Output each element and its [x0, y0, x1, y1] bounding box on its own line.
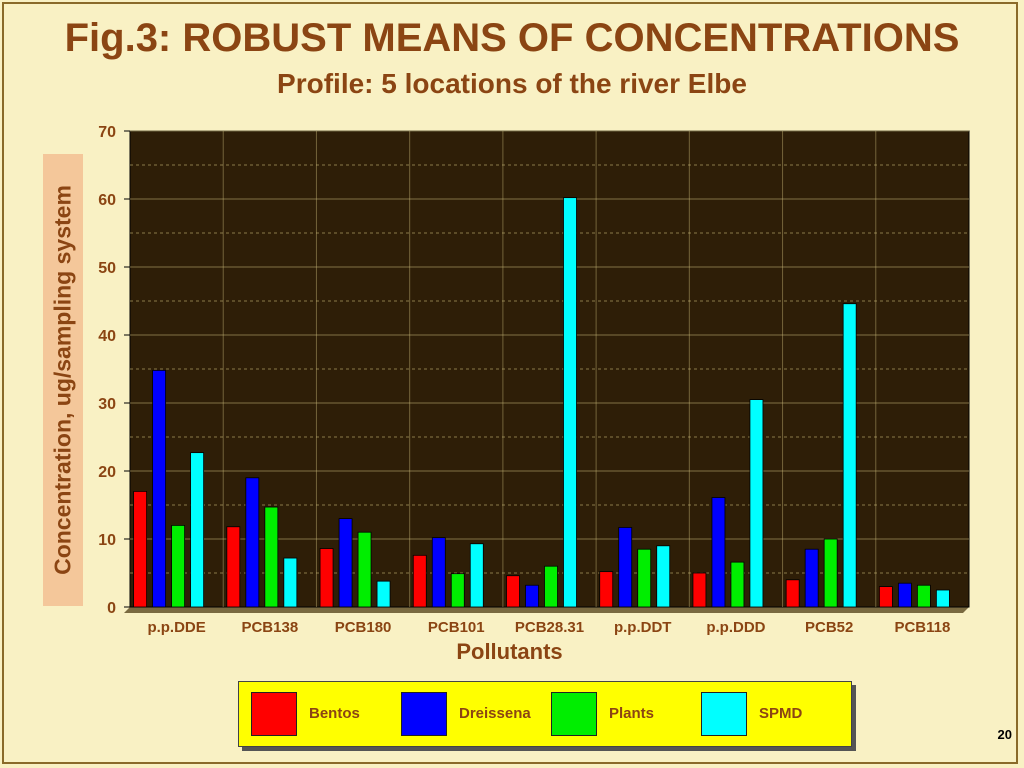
- bar-spmd-pcb101: [469, 543, 484, 608]
- y-tick-label: 30: [98, 396, 116, 413]
- bar-dreissena-pcb101: [431, 537, 446, 608]
- bar-bentos-p-p-dde: [133, 490, 148, 608]
- bar-spmd-pcb52: [842, 303, 857, 608]
- legend: Bentos Dreissena Plants SPMD: [238, 681, 852, 747]
- bar-plants-pcb138: [264, 506, 279, 608]
- y-tick-label: 10: [98, 532, 116, 549]
- y-axis-label-background: [43, 154, 83, 606]
- x-tick-label: PCB138: [241, 619, 298, 636]
- legend-label-dreissena: Dreissena: [459, 705, 531, 722]
- bar-spmd-pcb28-31: [563, 197, 577, 608]
- legend-swatch-plants: [551, 692, 597, 736]
- y-tick-label: 0: [107, 600, 116, 617]
- bar-spmd-p-p-ddt: [656, 545, 671, 608]
- y-tick-label: 70: [98, 124, 116, 141]
- legend-swatch-dreissena: [401, 692, 447, 736]
- x-tick-label: PCB180: [335, 619, 392, 636]
- bar-plants-p-p-ddt: [637, 548, 652, 608]
- x-tick-label: PCB101: [428, 619, 485, 636]
- bar-spmd-p-p-dde: [190, 452, 205, 608]
- bar-spmd-pcb118: [935, 589, 950, 608]
- y-tick-label: 20: [98, 464, 116, 481]
- bar-dreissena-p-p-ddd: [711, 497, 726, 608]
- bar-spmd-p-p-ddd: [749, 399, 764, 608]
- bar-dreissena-p-p-dde: [152, 369, 167, 608]
- y-tick-label: 60: [98, 192, 116, 209]
- bar-dreissena-pcb118: [897, 582, 912, 608]
- bar-plants-pcb28-31: [544, 565, 558, 608]
- y-tick-label: 40: [98, 328, 116, 345]
- bar-spmd-pcb180: [376, 580, 391, 608]
- legend-label-bentos: Bentos: [309, 705, 360, 722]
- plot-floor: [124, 607, 969, 613]
- bar-dreissena-pcb52: [804, 548, 819, 608]
- bar-bentos-p-p-ddt: [599, 571, 614, 608]
- chart-title: Fig.3: ROBUST MEANS OF CONCENTRATIONS: [64, 16, 960, 60]
- legend-swatch-spmd: [701, 692, 747, 736]
- y-tick-label: 50: [98, 260, 116, 277]
- legend-label-spmd: SPMD: [759, 705, 803, 722]
- bar-spmd-pcb138: [283, 557, 298, 608]
- bar-plants-pcb52: [823, 538, 838, 608]
- bar-plants-pcb180: [357, 531, 372, 608]
- legend-swatch-bentos: [251, 692, 297, 736]
- bar-bentos-pcb28-31: [506, 575, 520, 608]
- bar-dreissena-pcb28-31: [525, 584, 539, 608]
- bar-bentos-pcb138: [226, 526, 241, 608]
- bar-bentos-pcb118: [878, 586, 893, 608]
- bar-plants-p-p-ddd: [730, 561, 745, 608]
- page-number: 20: [997, 727, 1012, 742]
- x-tick-label: p.p.DDT: [614, 619, 672, 636]
- bar-dreissena-pcb180: [338, 518, 353, 608]
- x-tick-label: PCB28.31: [515, 619, 584, 636]
- bar-dreissena-pcb138: [245, 477, 260, 608]
- bar-bentos-p-p-ddd: [692, 572, 707, 608]
- x-tick-label: p.p.DDE: [147, 619, 205, 636]
- x-tick-label: PCB118: [894, 619, 950, 636]
- chart-subtitle: Profile: 5 locations of the river Elbe: [277, 68, 747, 99]
- bar-bentos-pcb101: [412, 554, 427, 608]
- bar-chart: 0 10 20 30 40 50 60 70 Pollutants p.p.DDE PCB138 PC…: [98, 124, 970, 664]
- bar-plants-pcb101: [450, 573, 465, 608]
- bar-dreissena-p-p-ddt: [618, 527, 633, 608]
- bar-bentos-pcb180: [319, 548, 334, 608]
- x-axis-label: Pollutants: [456, 639, 562, 664]
- bar-plants-pcb118: [916, 584, 931, 608]
- legend-label-plants: Plants: [609, 705, 655, 722]
- x-tick-label: p.p.DDD: [706, 619, 765, 636]
- bar-bentos-pcb52: [785, 579, 800, 608]
- bar-plants-p-p-dde: [171, 525, 186, 608]
- x-tick-label: PCB52: [805, 619, 853, 636]
